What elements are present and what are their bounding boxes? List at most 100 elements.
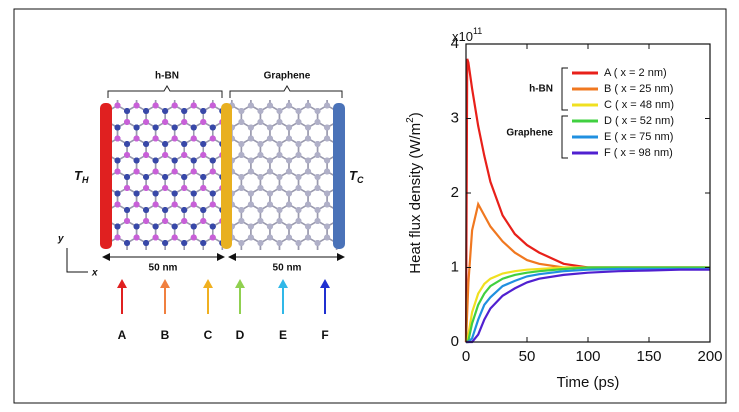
atom bbox=[381, 103, 387, 109]
page: {"schematic": {"top_labels": ["h-BN", "G… bbox=[0, 0, 739, 412]
atom bbox=[372, 75, 378, 81]
atom bbox=[362, 103, 368, 109]
axis-name: y bbox=[57, 234, 64, 245]
atom bbox=[143, 273, 149, 279]
x-tick-label: 200 bbox=[697, 348, 722, 365]
atom bbox=[353, 108, 359, 114]
atom bbox=[153, 290, 159, 296]
atom bbox=[162, 251, 168, 257]
atom bbox=[162, 141, 168, 147]
atom bbox=[276, 273, 282, 279]
atom bbox=[238, 240, 244, 246]
atom bbox=[191, 235, 197, 241]
atom bbox=[362, 224, 368, 230]
atom bbox=[381, 290, 387, 296]
atom bbox=[353, 75, 359, 81]
hexagon bbox=[375, 205, 394, 227]
atom bbox=[267, 92, 273, 98]
y-tick-label: 0 bbox=[451, 333, 459, 350]
atom bbox=[134, 158, 140, 164]
atom bbox=[238, 218, 244, 224]
atom bbox=[353, 108, 359, 114]
y-tick-label: 1 bbox=[451, 258, 459, 275]
atom bbox=[353, 119, 359, 125]
atom bbox=[238, 207, 244, 213]
atom bbox=[200, 174, 206, 180]
atom bbox=[86, 251, 92, 257]
atom bbox=[191, 103, 197, 109]
atom bbox=[334, 284, 340, 290]
atom bbox=[324, 92, 330, 98]
atom bbox=[296, 119, 302, 125]
atom bbox=[324, 136, 330, 142]
atom bbox=[305, 268, 311, 274]
atom bbox=[257, 185, 263, 191]
atom bbox=[391, 119, 397, 125]
atom bbox=[372, 251, 378, 257]
atom bbox=[134, 92, 140, 98]
atom bbox=[86, 152, 92, 158]
atom bbox=[353, 86, 359, 92]
atom bbox=[86, 86, 92, 92]
atom bbox=[172, 92, 178, 98]
atom bbox=[248, 290, 254, 296]
atom bbox=[391, 273, 397, 279]
atom bbox=[238, 174, 244, 180]
atom bbox=[124, 273, 130, 279]
atom bbox=[296, 251, 302, 257]
atom bbox=[95, 92, 101, 98]
atom bbox=[353, 218, 359, 224]
atom bbox=[315, 174, 321, 180]
atom bbox=[381, 125, 387, 131]
atom bbox=[362, 235, 368, 241]
atom bbox=[276, 185, 282, 191]
atom bbox=[362, 202, 368, 208]
atom bbox=[267, 290, 273, 296]
atom bbox=[391, 141, 397, 147]
length: 50 nm bbox=[273, 263, 302, 274]
atom bbox=[381, 224, 387, 230]
atom bbox=[162, 218, 168, 224]
hexagon bbox=[146, 271, 165, 293]
atom bbox=[372, 284, 378, 290]
atom bbox=[362, 191, 368, 197]
atom bbox=[362, 202, 368, 208]
atom bbox=[372, 174, 378, 180]
atom bbox=[334, 75, 340, 81]
atom bbox=[210, 92, 216, 98]
atom bbox=[353, 207, 359, 213]
x-axis-label: Time (ps) bbox=[557, 374, 620, 391]
length: 50 nm bbox=[149, 263, 178, 274]
atom bbox=[353, 218, 359, 224]
atom bbox=[391, 152, 397, 158]
atom bbox=[105, 251, 111, 257]
atom bbox=[76, 92, 82, 98]
x-tick-label: 100 bbox=[575, 348, 600, 365]
atom bbox=[286, 235, 292, 241]
hexagon bbox=[346, 221, 365, 243]
atom bbox=[143, 218, 149, 224]
probe-arrowhead bbox=[320, 279, 330, 288]
atom bbox=[324, 268, 330, 274]
atom bbox=[134, 92, 140, 98]
hexagon bbox=[79, 89, 98, 111]
atom bbox=[305, 235, 311, 241]
atom bbox=[143, 240, 149, 246]
atom bbox=[124, 119, 130, 125]
atom bbox=[362, 125, 368, 131]
atom bbox=[238, 75, 244, 81]
atom bbox=[315, 207, 321, 213]
atom bbox=[162, 152, 168, 158]
atom bbox=[172, 103, 178, 109]
hexagon bbox=[365, 155, 384, 177]
atom bbox=[162, 240, 168, 246]
atom bbox=[362, 125, 368, 131]
atom bbox=[124, 273, 130, 279]
atom bbox=[372, 152, 378, 158]
atom bbox=[286, 103, 292, 109]
atom bbox=[324, 224, 330, 230]
atom bbox=[219, 251, 225, 257]
atom bbox=[353, 141, 359, 147]
hexagon bbox=[260, 271, 279, 293]
atom bbox=[200, 240, 206, 246]
